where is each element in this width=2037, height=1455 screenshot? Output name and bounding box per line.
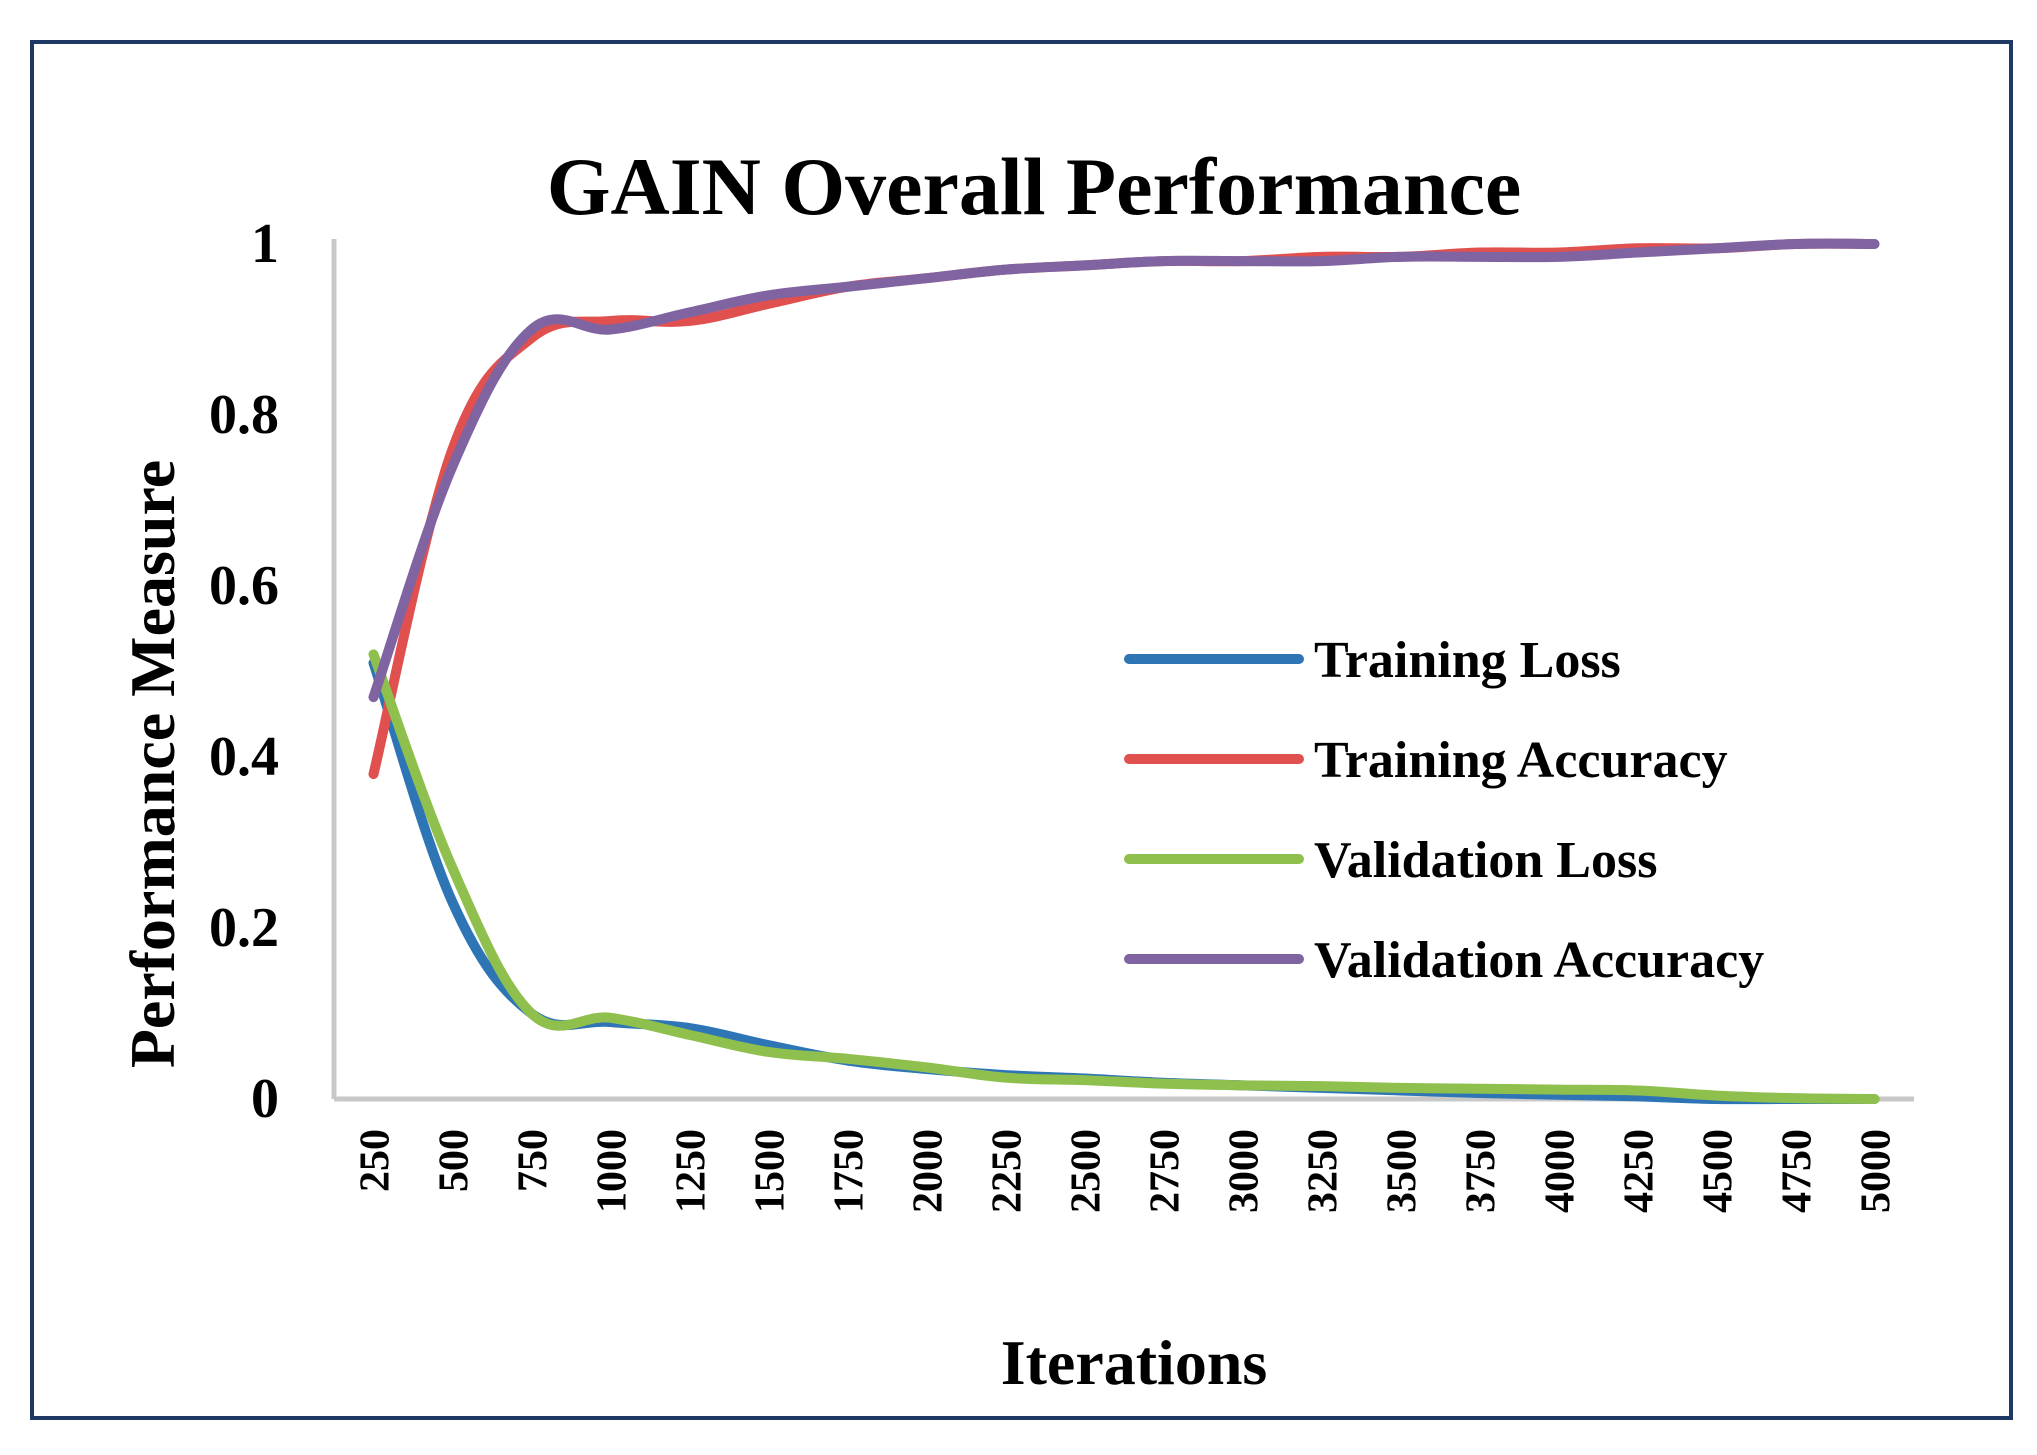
x-tick-label: 1000 [590, 1129, 636, 1213]
y-tick-label: 0.4 [209, 726, 279, 788]
x-tick-label: 2250 [985, 1129, 1031, 1213]
x-tick-label: 3250 [1301, 1129, 1347, 1213]
y-tick-label: 1 [251, 213, 279, 275]
series-line-validation-accuracy [368, 238, 1880, 703]
legend-label-training-loss: Training Loss [1314, 632, 1621, 689]
x-tick-label: 3750 [1459, 1129, 1505, 1213]
series-line-training-accuracy [368, 238, 1880, 780]
legend-label-validation-accuracy: Validation Accuracy [1314, 932, 1764, 989]
x-tick-label: 4500 [1696, 1129, 1742, 1213]
series-line-validation-loss [368, 649, 1880, 1104]
x-axis-label: Iterations [1001, 1327, 1268, 1398]
x-tick-label: 2500 [1064, 1129, 1110, 1213]
x-tick-label: 4000 [1538, 1129, 1584, 1213]
x-tick-label: 250 [353, 1129, 399, 1192]
y-tick-label: 0 [251, 1068, 279, 1130]
x-tick-label: 4250 [1617, 1129, 1663, 1213]
legend-label-training-accuracy: Training Accuracy [1314, 732, 1728, 789]
y-axis-ticks: 0 0.2 0.4 0.6 0.8 1 [209, 213, 279, 1130]
series-lines [368, 238, 1880, 1105]
y-tick-label: 0.8 [209, 384, 279, 446]
x-tick-label: 500 [432, 1129, 478, 1192]
line-chart: GAIN Overall Performance 00.20.40.60.81 … [117, 141, 1914, 1398]
x-tick-label: 2750 [1143, 1129, 1189, 1213]
y-tick-label: 0.6 [209, 555, 279, 617]
x-tick-label: 5000 [1854, 1129, 1900, 1213]
legend-label-validation-loss: Validation Loss [1314, 832, 1657, 889]
x-tick-label: 1750 [827, 1129, 873, 1213]
x-tick-label: 2000 [906, 1129, 952, 1213]
x-tick-label: 3000 [1222, 1129, 1268, 1213]
y-axis-label: Performance Measure [117, 460, 188, 1068]
x-axis-ticks: 250 500 750 1000 1250 1500 1750 2000 2250 2500 275… [353, 1129, 1900, 1213]
legend: Training Loss Training Accuracy Validation… [1124, 632, 1764, 989]
x-tick-label: 1250 [669, 1129, 715, 1213]
x-tick-label: 1500 [748, 1129, 794, 1213]
chart-title: GAIN Overall Performance [547, 141, 1522, 232]
y-tick-label: 0.2 [209, 897, 279, 959]
x-tick-label: 750 [511, 1129, 557, 1192]
x-tick-label: 4750 [1775, 1129, 1821, 1213]
chart-frame: GAIN Overall Performance 0 0.2 0.4 0.6 0.8 1 … [30, 40, 2013, 1420]
x-tick-label: 3500 [1380, 1129, 1426, 1213]
